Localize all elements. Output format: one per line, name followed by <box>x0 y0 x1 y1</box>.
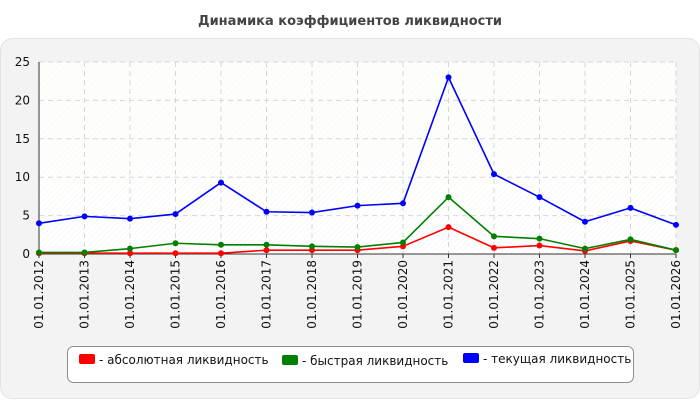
series-1-point <box>309 243 315 250</box>
series-0-point <box>218 250 224 257</box>
x-tick-label: 01.01.2024 <box>578 260 592 329</box>
series-0-point <box>536 242 543 249</box>
series-1-point <box>445 194 452 201</box>
series-1-point <box>536 235 543 242</box>
series-1-point <box>354 244 361 251</box>
series-2-point <box>673 221 679 228</box>
series-1-point <box>491 233 497 240</box>
series-2-point <box>627 204 634 211</box>
series-2-point <box>263 208 270 215</box>
x-tick-label: 01.01.2026 <box>669 260 683 329</box>
series-2-point <box>354 202 361 209</box>
chart-title: Динамика коэффициентов ликвидности <box>198 14 502 29</box>
series-2-point <box>445 74 452 81</box>
x-tick-label: 01.01.2014 <box>123 260 137 329</box>
y-tick-label: 25 <box>15 55 30 69</box>
x-tick-labels: 01.01.2012 01.01.2013 01.01.2014 01.01.2015… <box>32 260 683 329</box>
series-2-point <box>582 218 588 225</box>
series-2-point <box>36 220 42 227</box>
x-tick-label: 01.01.2020 <box>396 260 410 329</box>
series-1-point <box>582 245 588 252</box>
series-2-point <box>400 200 406 207</box>
series-1-point <box>263 241 270 248</box>
series-1-point <box>81 249 88 256</box>
series-0-point <box>172 250 179 257</box>
series-lines <box>36 74 679 257</box>
x-tick-label: 01.01.2025 <box>624 260 638 329</box>
legend-swatch-current <box>463 353 479 363</box>
legend-label-absolute: - абсолютная ликвидность <box>99 353 269 367</box>
series-2-point <box>127 215 133 222</box>
series-0-point <box>127 250 133 257</box>
series-2-point <box>81 213 88 220</box>
y-tick-label: 10 <box>15 170 30 184</box>
grid-lines <box>39 61 677 254</box>
legend-item-current: - текущая ликвидность <box>463 352 631 366</box>
series-1-point <box>218 241 224 248</box>
legend-label-current: - текущая ликвидность <box>483 352 631 366</box>
legend-label-quick: - быстрая ликвидность <box>302 354 448 368</box>
legend-item-absolute: - абсолютная ликвидность <box>79 353 269 367</box>
series-1-point <box>127 245 133 252</box>
series-1-point <box>627 236 634 243</box>
legend-item-quick: - быстрая ликвидность <box>282 354 448 368</box>
y-tick-label: 5 <box>22 209 30 223</box>
series-2-point <box>536 194 543 201</box>
legend-swatch-absolute <box>79 354 95 364</box>
legend: - абсолютная ликвидность - быстрая ликви… <box>67 346 634 383</box>
series-0-point <box>263 247 270 254</box>
x-tick-label: 01.01.2021 <box>442 260 456 329</box>
series-0-point <box>491 244 497 251</box>
x-tick-label: 01.01.2019 <box>351 260 365 329</box>
y-tick-label: 15 <box>15 132 30 146</box>
series-1-point <box>172 240 179 247</box>
series-1-point <box>36 249 42 256</box>
series-2-point <box>172 211 179 218</box>
x-tick-label: 01.01.2017 <box>260 260 274 329</box>
y-tick-label: 20 <box>15 93 30 107</box>
x-tick-label: 01.01.2016 <box>214 260 228 329</box>
x-tick-label: 01.01.2018 <box>305 260 319 329</box>
x-tick-label: 01.01.2015 <box>169 260 183 329</box>
legend-box <box>67 346 634 383</box>
series-1-point <box>673 247 679 254</box>
legend-swatch-quick <box>282 355 298 365</box>
y-tick-label: 0 <box>22 247 30 261</box>
series-2-point <box>218 179 224 186</box>
series-2-point <box>309 209 315 216</box>
x-tick-label: 01.01.2013 <box>78 260 92 329</box>
series-2-point <box>491 171 497 178</box>
series-0-point <box>445 224 452 231</box>
series-1-point <box>400 239 406 246</box>
x-tick-label: 01.01.2012 <box>32 260 46 329</box>
y-tick-labels: 0 5 10 15 20 25 <box>15 55 30 261</box>
x-tick-label: 01.01.2022 <box>487 260 501 329</box>
x-tick-label: 01.01.2023 <box>533 260 547 329</box>
